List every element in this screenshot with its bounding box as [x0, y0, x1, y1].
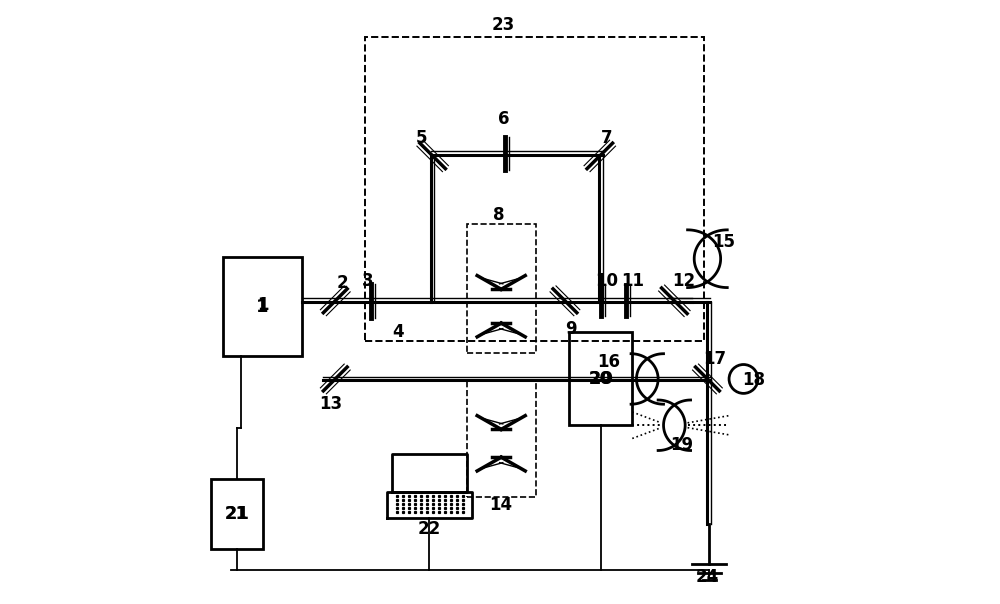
- Bar: [467, 380, 536, 498]
- Text: 8: 8: [493, 206, 505, 224]
- Text: 7: 7: [601, 129, 613, 147]
- Bar: [211, 480, 263, 548]
- Text: 21: 21: [224, 505, 249, 523]
- Text: 15: 15: [712, 233, 735, 251]
- Text: 12: 12: [672, 272, 695, 290]
- Text: 20: 20: [589, 370, 612, 388]
- Text: 6: 6: [498, 110, 509, 127]
- Bar: [223, 257, 302, 356]
- Text: 3: 3: [362, 272, 374, 290]
- Text: 13: 13: [319, 395, 342, 413]
- Text: 16: 16: [597, 353, 620, 371]
- Text: 11: 11: [621, 272, 644, 290]
- Text: 10: 10: [596, 272, 619, 290]
- Text: 17: 17: [704, 350, 727, 368]
- Text: 4: 4: [392, 323, 404, 341]
- Text: 2: 2: [337, 274, 348, 292]
- Text: 22: 22: [417, 520, 441, 538]
- Bar: [569, 332, 632, 425]
- Text: 21: 21: [225, 504, 248, 522]
- Text: 19: 19: [671, 436, 694, 454]
- Text: 5: 5: [416, 129, 428, 147]
- Text: 23: 23: [491, 16, 515, 34]
- Text: 18: 18: [742, 371, 765, 389]
- Text: 9: 9: [565, 320, 577, 338]
- Text: 1: 1: [257, 296, 268, 314]
- Text: 20: 20: [588, 370, 613, 388]
- Bar: [365, 37, 704, 341]
- Text: 14: 14: [490, 496, 513, 514]
- Text: 24: 24: [696, 568, 719, 586]
- Bar: [467, 224, 536, 353]
- Text: 1: 1: [256, 298, 269, 315]
